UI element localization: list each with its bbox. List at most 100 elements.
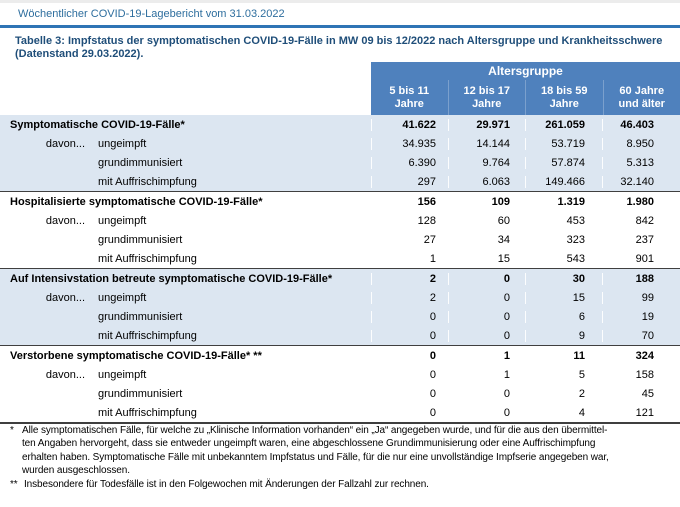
table-row: davon... ungeimpft 128 60 453 842 <box>0 211 680 230</box>
column-header-60-plus: 60 Jahre und älter <box>602 80 680 115</box>
report-title: Wöchentlicher COVID-19-Lagebericht vom 3… <box>18 8 285 20</box>
cell-value: 156 <box>417 195 436 208</box>
cell-value: 27 <box>423 233 436 246</box>
cell-value: 901 <box>635 252 654 265</box>
cell-value: 5 <box>578 368 585 381</box>
cell-value: 2 <box>371 291 448 304</box>
table-row: grundimmunisiert 6.390 9.764 57.874 5.31… <box>0 153 680 172</box>
section-title: Symptomatische COVID-19-Fälle* <box>10 118 185 131</box>
row-label: grundimmunisiert <box>98 310 183 323</box>
divider-rule <box>0 25 680 28</box>
column-header-18-59: 18 bis 59 Jahre <box>525 80 603 115</box>
cell-value: 34 <box>497 233 510 246</box>
cell-value: 46.403 <box>602 118 680 131</box>
cell-value: 53.719 <box>525 137 602 150</box>
cell-value: 99 <box>602 291 680 304</box>
row-label: grundimmunisiert <box>98 156 183 169</box>
table-row-section-symptomatic: Symptomatische COVID-19-Fälle* 41.622 29… <box>0 115 680 134</box>
footnote-marker: ** <box>10 478 18 490</box>
cell-value: 1.980 <box>626 195 654 208</box>
cell-value: 1 <box>503 368 510 381</box>
cell-value: 324 <box>635 349 654 362</box>
cell-value: 6.390 <box>371 156 448 169</box>
cell-value: 11 <box>573 349 585 362</box>
table-row: davon... ungeimpft 0 1 5 158 <box>0 365 680 384</box>
cell-value: 128 <box>417 214 436 227</box>
cell-value: 2 <box>578 387 585 400</box>
cell-value: 1.319 <box>557 195 585 208</box>
cell-value: 453 <box>566 214 585 227</box>
table-caption: Tabelle 3: Impfstatus der symptomatische… <box>15 35 665 61</box>
cell-value: 19 <box>602 310 680 323</box>
row-label: ungeimpft <box>98 368 147 381</box>
row-label: mit Auffrischimpfung <box>98 329 197 342</box>
cell-value: 0 <box>429 406 436 419</box>
cell-value: 842 <box>635 214 654 227</box>
cell-value: 14.144 <box>448 137 525 150</box>
cell-value: 9 <box>525 329 602 342</box>
section-title: Hospitalisierte symptomatische COVID-19-… <box>10 195 263 208</box>
table-row: mit Auffrischimpfung 0 0 4 121 <box>0 403 680 422</box>
table-row: mit Auffrischimpfung 1 15 543 901 <box>0 249 680 268</box>
cell-value: 1 <box>429 252 436 265</box>
age-group-header: Altersgruppe 5 bis 11 Jahre 12 bis 17 Ja… <box>371 62 680 115</box>
section-title: Auf Intensivstation betreute symptomatis… <box>10 272 333 285</box>
footnotes: * Alle symptomatischen Fälle, für welche… <box>10 424 676 491</box>
table-row-section-hospitalized: Hospitalisierte symptomatische COVID-19-… <box>0 191 680 211</box>
table-caption-line2: (Datenstand 29.03.2022). <box>15 48 144 60</box>
cell-value: 6.063 <box>448 175 525 188</box>
table-row: mit Auffrischimpfung 0 0 9 70 <box>0 326 680 345</box>
cell-value: 297 <box>371 175 448 188</box>
cell-value: 8.950 <box>602 137 680 150</box>
table-row-section-deceased: Verstorbene symptomatische COVID-19-Fäll… <box>0 345 680 365</box>
row-label: ungeimpft <box>98 214 147 227</box>
row-label: ungeimpft <box>98 137 147 150</box>
footnote-asterisk: * Alle symptomatischen Fälle, für welche… <box>10 424 676 478</box>
cell-value: 15 <box>525 291 602 304</box>
row-prefix: davon... <box>45 214 85 227</box>
cell-value: 0 <box>503 406 510 419</box>
row-label: ungeimpft <box>98 291 147 304</box>
cell-value: 0 <box>448 329 525 342</box>
row-prefix: davon... <box>45 291 85 304</box>
cell-value: 323 <box>566 233 585 246</box>
cell-value: 70 <box>602 329 680 342</box>
cell-value: 158 <box>635 368 654 381</box>
cell-value: 5.313 <box>602 156 680 169</box>
row-label: grundimmunisiert <box>98 233 183 246</box>
cell-value: 60 <box>497 214 510 227</box>
cell-value: 0 <box>448 310 525 323</box>
table-row: grundimmunisiert 0 0 2 45 <box>0 384 680 403</box>
column-header-12-17: 12 bis 17 Jahre <box>447 80 526 115</box>
footnote-marker: * <box>10 425 14 436</box>
table-row: grundimmunisiert 27 34 323 237 <box>0 230 680 249</box>
cell-value: 29.971 <box>448 118 525 131</box>
footnote-text: Alle symptomatischen Fälle, für welche z… <box>22 425 609 477</box>
cell-value: 0 <box>448 291 525 304</box>
table-row-section-icu: Auf Intensivstation betreute symptomatis… <box>0 268 680 288</box>
row-label: mit Auffrischimpfung <box>98 175 197 188</box>
cell-value: 0 <box>448 272 525 285</box>
cell-value: 30 <box>525 272 602 285</box>
cell-value: 188 <box>602 272 680 285</box>
cell-value: 4 <box>578 406 585 419</box>
table-row: mit Auffrischimpfung 297 6.063 149.466 3… <box>0 172 680 191</box>
section-title: Verstorbene symptomatische COVID-19-Fäll… <box>10 349 262 362</box>
cell-value: 237 <box>635 233 654 246</box>
cell-value: 2 <box>371 272 448 285</box>
cell-value: 15 <box>497 252 510 265</box>
cell-value: 34.935 <box>371 137 448 150</box>
footnote-text: Insbesondere für Todesfälle ist in den F… <box>24 478 429 490</box>
cell-value: 0 <box>429 387 436 400</box>
data-table: Symptomatische COVID-19-Fälle* 41.622 29… <box>0 115 680 424</box>
cell-value: 1 <box>503 349 510 362</box>
cell-value: 45 <box>641 387 654 400</box>
cell-value: 149.466 <box>525 175 602 188</box>
cell-value: 57.874 <box>525 156 602 169</box>
table-row: davon... ungeimpft 34.935 14.144 53.719 8… <box>0 134 680 153</box>
row-label: mit Auffrischimpfung <box>98 252 197 265</box>
row-prefix: davon... <box>45 368 85 381</box>
row-label: mit Auffrischimpfung <box>98 406 197 419</box>
table-row: grundimmunisiert 0 0 6 19 <box>0 307 680 326</box>
footnote-double-asterisk: ** Insbesondere für Todesfälle ist in de… <box>10 478 676 491</box>
